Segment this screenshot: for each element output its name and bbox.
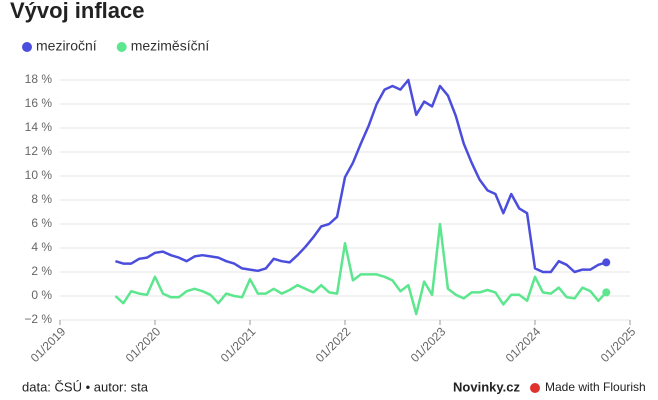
x-tick-label: 01/2023 xyxy=(408,324,449,365)
y-tick-label: 16 % xyxy=(25,96,53,110)
y-tick-label: 0 % xyxy=(31,288,52,302)
y-tick-label: 6 % xyxy=(31,216,52,230)
y-tick-label: 10 % xyxy=(25,168,53,182)
legend-swatch xyxy=(22,42,32,52)
chart-title: Vývoj inflace xyxy=(10,0,145,23)
source: data: ČSÚ • autor: sta xyxy=(22,379,149,394)
y-tick-label: 14 % xyxy=(25,120,53,134)
x-tick-label: 01/2024 xyxy=(503,324,544,365)
credit[interactable]: Made with Flourish xyxy=(545,380,646,394)
y-tick-label: 2 % xyxy=(31,264,52,278)
x-tick-label: 01/2019 xyxy=(28,324,69,365)
legend-swatch xyxy=(116,42,127,52)
legend-label: meziměsíční xyxy=(131,38,210,54)
x-tick-label: 01/2020 xyxy=(123,324,164,365)
flourish-icon xyxy=(530,383,540,393)
y-tick-label: 12 % xyxy=(25,144,53,158)
y-tick-label: 18 % xyxy=(25,72,53,86)
x-tick-label: 01/2022 xyxy=(313,324,354,365)
legend-label: meziroční xyxy=(36,38,97,54)
y-tick-label: 8 % xyxy=(31,192,52,206)
x-tick-label: 01/2025 xyxy=(598,324,639,365)
series-line xyxy=(114,222,608,316)
end-marker xyxy=(602,258,611,267)
brand: Novinky.cz xyxy=(453,379,520,394)
end-marker xyxy=(602,288,611,297)
y-tick-label: −2 % xyxy=(24,312,52,326)
series-line xyxy=(115,78,607,274)
y-tick-label: 4 % xyxy=(31,240,52,254)
x-tick-label: 01/2021 xyxy=(218,324,259,365)
